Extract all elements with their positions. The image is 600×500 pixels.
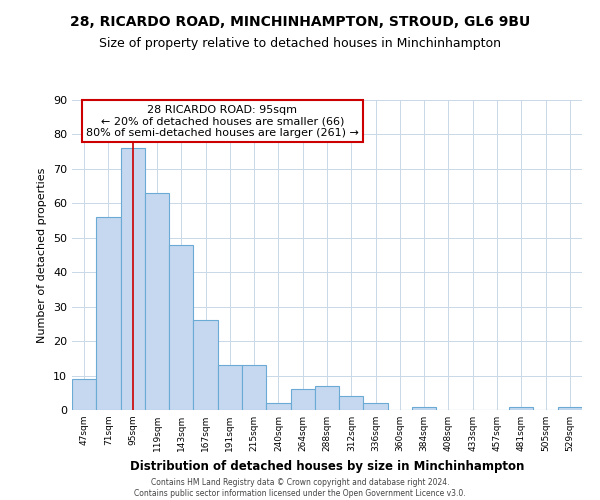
Bar	[96, 217, 121, 410]
Text: 28 RICARDO ROAD: 95sqm
← 20% of detached houses are smaller (66)
80% of semi-det: 28 RICARDO ROAD: 95sqm ← 20% of detached…	[86, 104, 359, 138]
Bar	[121, 148, 145, 410]
Text: Size of property relative to detached houses in Minchinhampton: Size of property relative to detached ho…	[99, 38, 501, 51]
Bar	[266, 403, 290, 410]
Bar	[290, 390, 315, 410]
Bar	[339, 396, 364, 410]
Y-axis label: Number of detached properties: Number of detached properties	[37, 168, 47, 342]
Bar	[364, 403, 388, 410]
Bar	[218, 365, 242, 410]
Bar	[72, 379, 96, 410]
Bar	[145, 193, 169, 410]
X-axis label: Distribution of detached houses by size in Minchinhampton: Distribution of detached houses by size …	[130, 460, 524, 472]
Bar	[509, 406, 533, 410]
Bar	[169, 244, 193, 410]
Bar	[558, 406, 582, 410]
Text: Contains HM Land Registry data © Crown copyright and database right 2024.
Contai: Contains HM Land Registry data © Crown c…	[134, 478, 466, 498]
Bar	[412, 406, 436, 410]
Bar	[242, 365, 266, 410]
Bar	[193, 320, 218, 410]
Bar	[315, 386, 339, 410]
Text: 28, RICARDO ROAD, MINCHINHAMPTON, STROUD, GL6 9BU: 28, RICARDO ROAD, MINCHINHAMPTON, STROUD…	[70, 15, 530, 29]
